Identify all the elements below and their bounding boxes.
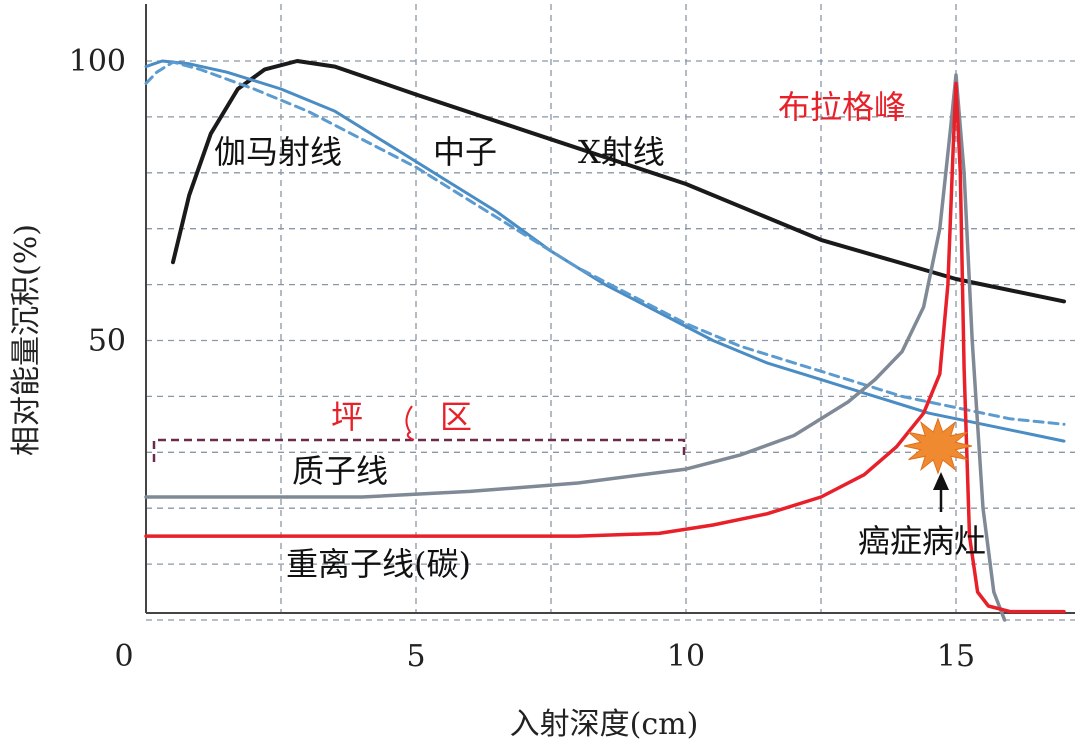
y-axis-title: 相对能量沉积(%): [9, 224, 44, 456]
series-line-xray: [171, 59, 1066, 304]
plateau-bracket: [152, 405, 686, 462]
x-axis-title: 入射深度(cm): [510, 707, 699, 742]
tumor-starburst: [903, 417, 973, 475]
series-line-gamma: [144, 59, 1066, 443]
series-line-carbon: [144, 81, 1066, 614]
x-tick-label: 0: [114, 639, 133, 674]
label-plateau-left: 坪: [331, 398, 363, 436]
grid-lines: [146, 4, 1075, 621]
x-tick-label: 15: [937, 639, 975, 674]
tick-labels: 0 5 10 15 50 100: [69, 44, 975, 674]
label-carbon-label: 重离子线(碳): [286, 545, 471, 583]
series-lines: [144, 59, 1066, 622]
label-tumor-label: 癌症病灶: [858, 522, 986, 560]
label-xray-label: X射线: [578, 133, 665, 171]
label-proton-label: 质子线: [292, 452, 388, 490]
label-neutron-label: 中子: [433, 133, 497, 171]
series-line-neutron: [144, 60, 1066, 426]
y-tick-label: 50: [88, 324, 126, 359]
label-bragg-label: 布拉格峰: [778, 88, 906, 126]
x-tick-label: 5: [406, 639, 425, 674]
plateau-brace: [405, 405, 415, 441]
y-tick-label: 100: [69, 44, 126, 79]
series-line-proton: [144, 73, 1007, 622]
axes: [145, 4, 1075, 614]
tumor-marker: [903, 417, 973, 512]
label-gamma-label: 伽马射线: [214, 133, 342, 171]
x-tick-label: 10: [667, 639, 705, 674]
plateau-bracket-line: [152, 438, 686, 462]
tumor-arrow-head: [933, 472, 949, 490]
label-plateau-right: 区: [440, 398, 472, 436]
